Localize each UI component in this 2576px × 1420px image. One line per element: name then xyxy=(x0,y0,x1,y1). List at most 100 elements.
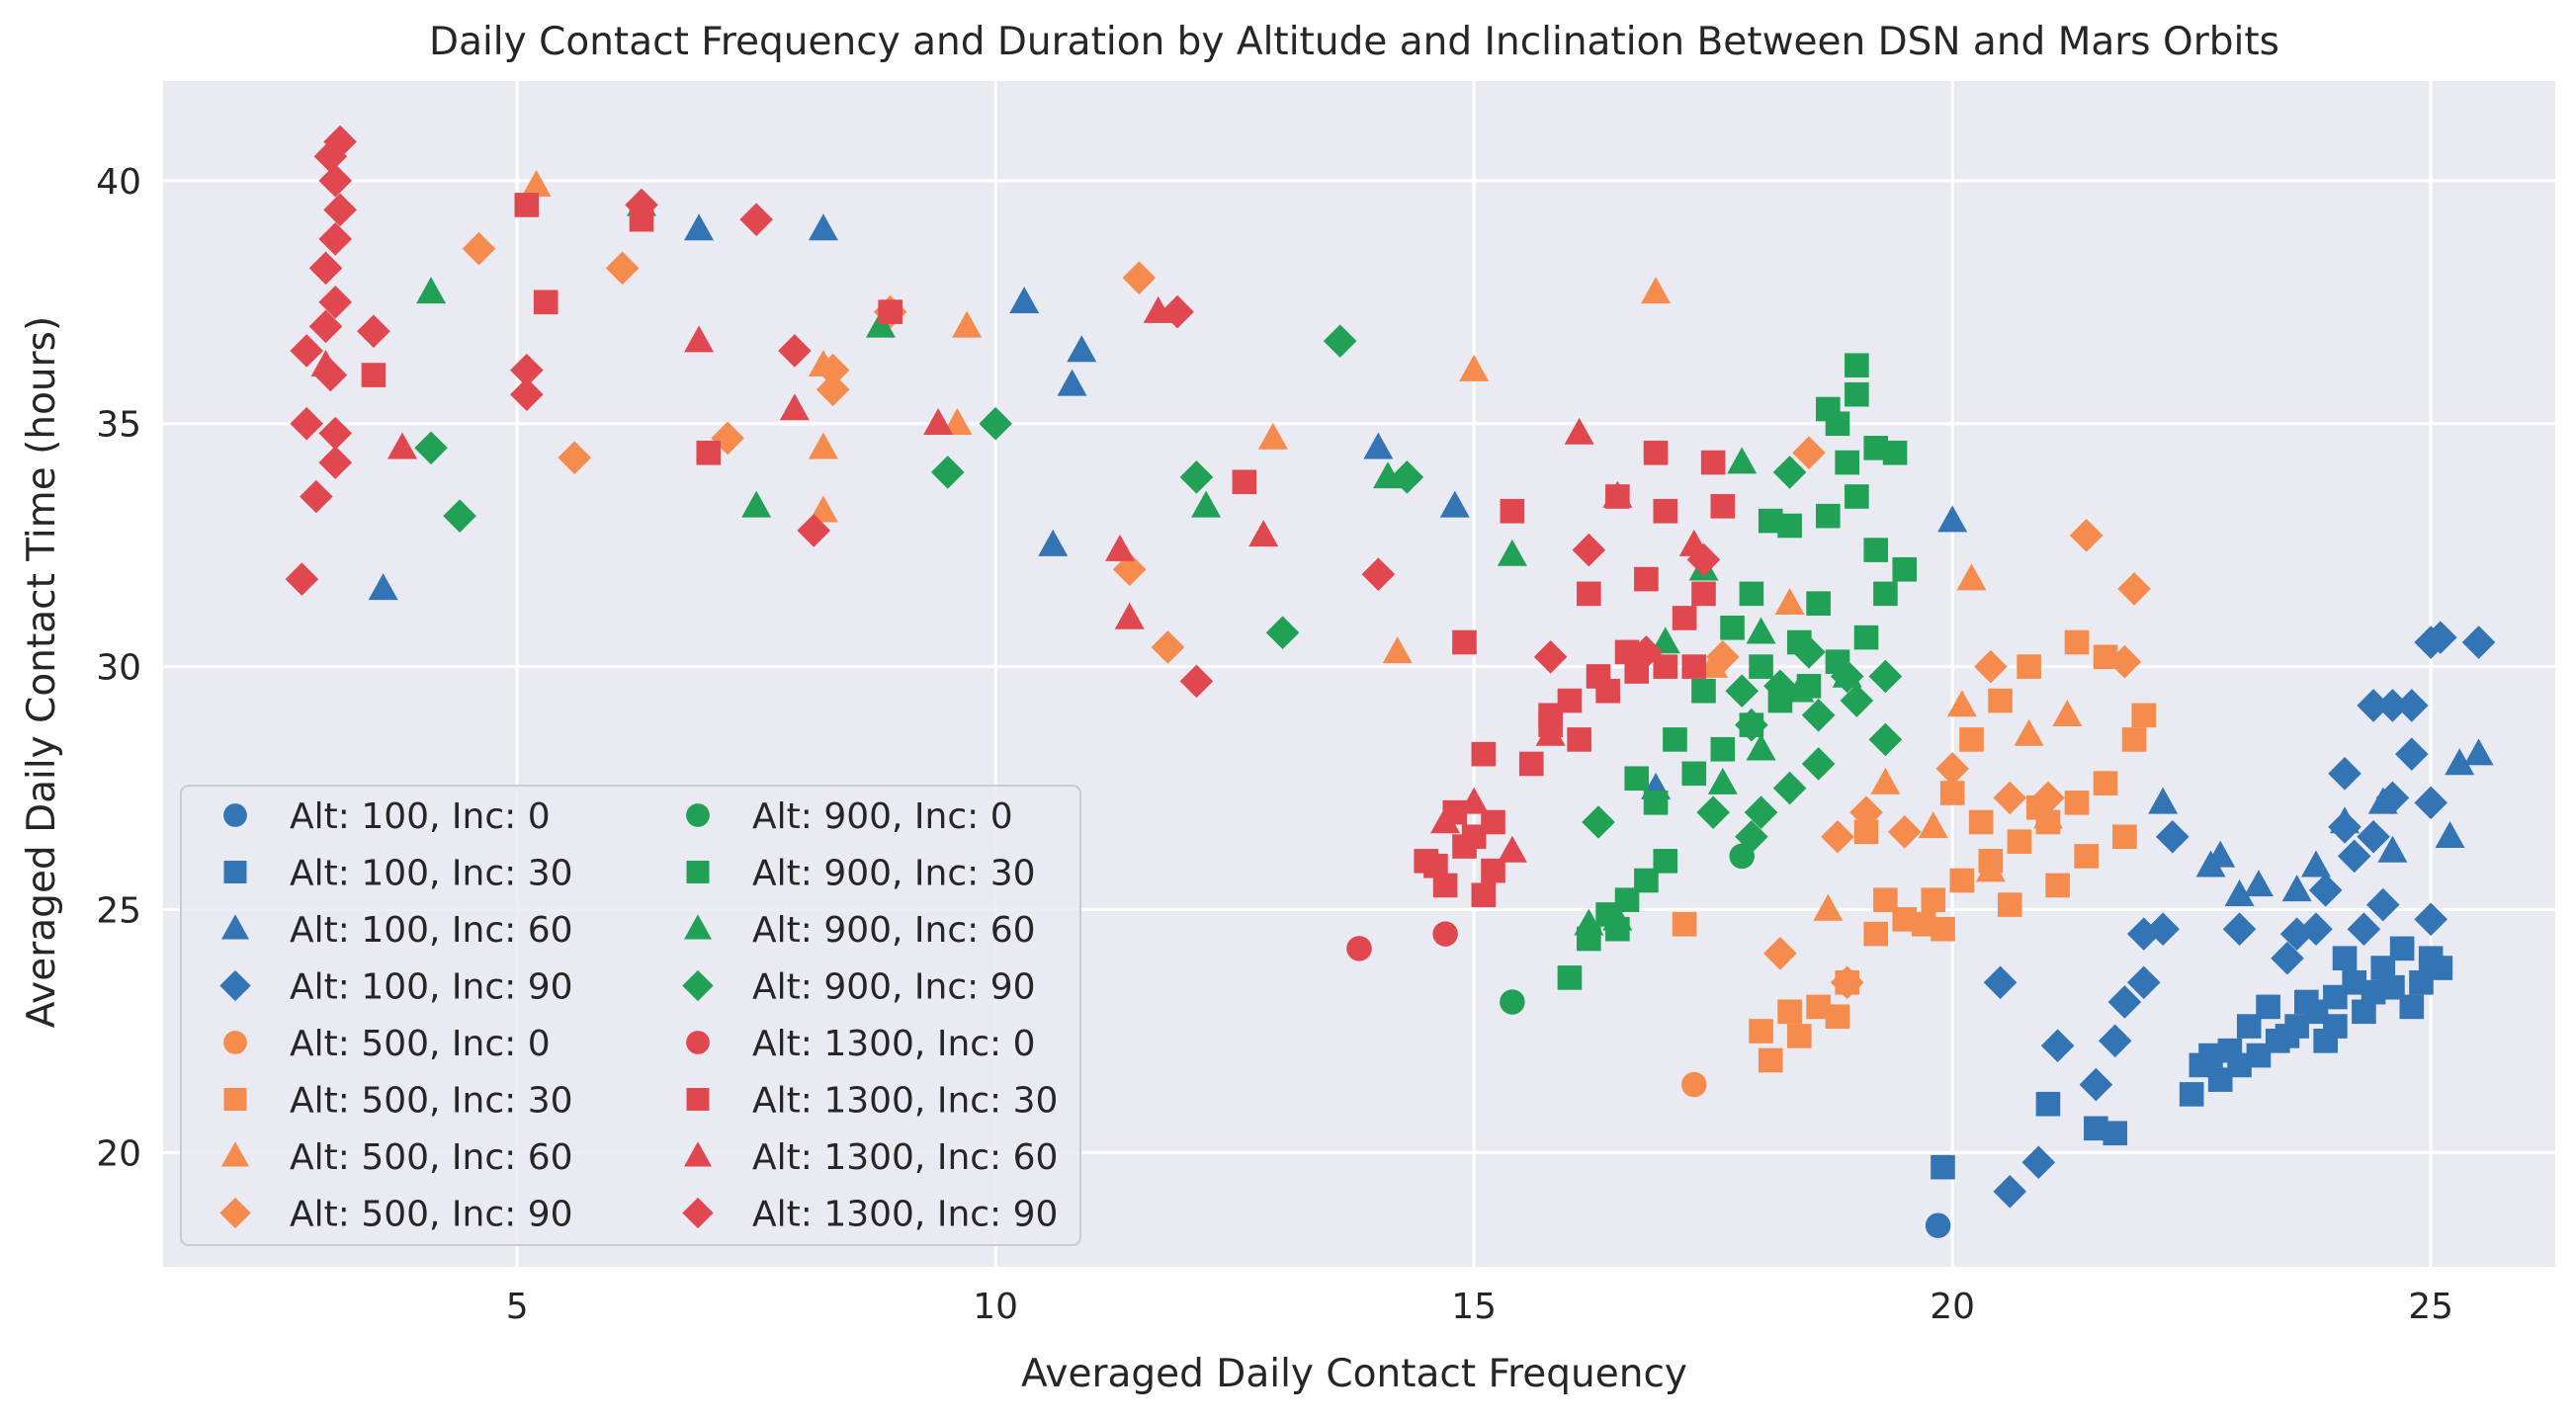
data-point xyxy=(1432,873,1458,898)
data-point xyxy=(313,358,348,392)
legend-marker xyxy=(684,1141,712,1167)
data-point xyxy=(1382,636,1413,664)
legend-item: Alt: 1300, Inc: 60 xyxy=(684,1137,1058,1178)
data-point xyxy=(1459,354,1490,381)
data-point xyxy=(2222,912,2257,946)
data-point xyxy=(1602,903,1633,931)
data-point xyxy=(1481,858,1505,883)
data-point xyxy=(1257,422,1288,450)
data-point xyxy=(387,432,417,459)
legend-item: Alt: 500, Inc: 60 xyxy=(221,1137,573,1178)
data-point xyxy=(2224,879,2255,907)
data-point xyxy=(1653,849,1678,874)
data-point xyxy=(1993,1174,2027,1209)
data-point xyxy=(2103,1121,2128,1146)
data-point xyxy=(930,456,965,489)
data-point xyxy=(368,573,398,601)
data-point xyxy=(1691,678,1716,704)
data-point xyxy=(1323,324,1357,358)
data-point xyxy=(2328,810,2361,844)
data-point xyxy=(1430,806,1461,834)
legend-marker xyxy=(684,914,712,940)
data-point xyxy=(1681,1071,1707,1098)
data-point xyxy=(1993,781,2027,815)
legend-marker xyxy=(686,861,710,883)
data-point xyxy=(323,125,357,159)
data-point xyxy=(1567,727,1591,752)
data-point xyxy=(1518,751,1544,777)
legend-item: Alt: 100, Inc: 90 xyxy=(219,967,573,1008)
data-point xyxy=(1749,654,1773,679)
data-point xyxy=(1629,635,1664,669)
data-point xyxy=(2126,965,2161,1000)
data-point xyxy=(1956,563,1987,591)
data-point xyxy=(1816,503,1841,529)
data-point xyxy=(1806,591,1831,616)
data-point xyxy=(514,193,540,217)
data-point xyxy=(1746,733,1776,761)
legend: Alt: 100, Inc: 0 Alt: 100, Inc: 30 Alt: 10… xyxy=(180,785,1081,1246)
data-point xyxy=(1863,538,1889,562)
data-point xyxy=(2035,1091,2061,1117)
data-point xyxy=(1686,543,1721,577)
data-point xyxy=(1459,787,1490,814)
data-point xyxy=(1746,617,1776,644)
data-point xyxy=(1414,849,1439,874)
data-point xyxy=(1574,908,1604,936)
data-point xyxy=(1179,460,1214,494)
data-point xyxy=(2352,999,2376,1025)
data-point xyxy=(1663,727,1687,752)
data-point xyxy=(1500,498,1525,524)
data-point xyxy=(1849,795,1883,829)
data-point xyxy=(2461,626,2496,659)
x-tick-label: 5 xyxy=(506,1287,529,1327)
legend-marker xyxy=(686,803,710,827)
data-point xyxy=(2045,873,2070,898)
data-point xyxy=(1572,533,1606,567)
data-point xyxy=(1853,625,1879,650)
data-point xyxy=(1825,411,1850,437)
data-point xyxy=(1727,447,1758,474)
legend-label: Alt: 900, Inc: 30 xyxy=(752,854,1036,894)
data-point xyxy=(808,213,838,241)
data-point xyxy=(2377,835,2408,863)
y-tick-label: 35 xyxy=(96,405,141,446)
data-point xyxy=(1691,581,1716,607)
data-point xyxy=(1845,381,1869,407)
legend-item: Alt: 900, Inc: 90 xyxy=(682,967,1036,1008)
data-point xyxy=(2021,1145,2056,1180)
data-point xyxy=(1835,450,1859,475)
legend-label: Alt: 1300, Inc: 30 xyxy=(752,1081,1058,1122)
y-tick-label: 40 xyxy=(96,162,141,203)
data-point xyxy=(462,231,496,266)
y-tick-label: 30 xyxy=(96,648,141,689)
data-point xyxy=(308,251,343,286)
data-point xyxy=(308,309,343,344)
data-point xyxy=(1191,490,1222,518)
data-point xyxy=(2179,1082,2204,1107)
legend-item: Alt: 500, Inc: 90 xyxy=(219,1195,573,1235)
data-point xyxy=(2014,718,2044,746)
legend-label: Alt: 500, Inc: 0 xyxy=(290,1024,551,1064)
data-point xyxy=(2275,1024,2300,1048)
data-point xyxy=(2148,787,2179,814)
data-point xyxy=(1624,766,1650,792)
data-point xyxy=(1497,539,1527,566)
series-11 xyxy=(414,324,1903,854)
chart-title: Daily Contact Frequency and Duration by … xyxy=(429,20,2279,64)
data-point xyxy=(2395,689,2429,722)
data-point xyxy=(1710,736,1736,762)
data-point xyxy=(2052,700,2083,727)
tick-label-layer: 5 10 15 20 25 20 25 30 35 40 xyxy=(96,162,2453,1327)
data-point xyxy=(1179,664,1214,699)
data-point xyxy=(878,299,902,324)
data-point xyxy=(1863,921,1889,947)
data-point xyxy=(1672,606,1697,630)
data-point xyxy=(1997,892,2022,917)
legend-item: Alt: 500, Inc: 30 xyxy=(223,1081,573,1122)
series-0 xyxy=(1925,1212,1951,1238)
data-point xyxy=(1758,1047,1783,1073)
series-1 xyxy=(1931,936,2453,1180)
x-tick-label: 25 xyxy=(2408,1287,2453,1327)
